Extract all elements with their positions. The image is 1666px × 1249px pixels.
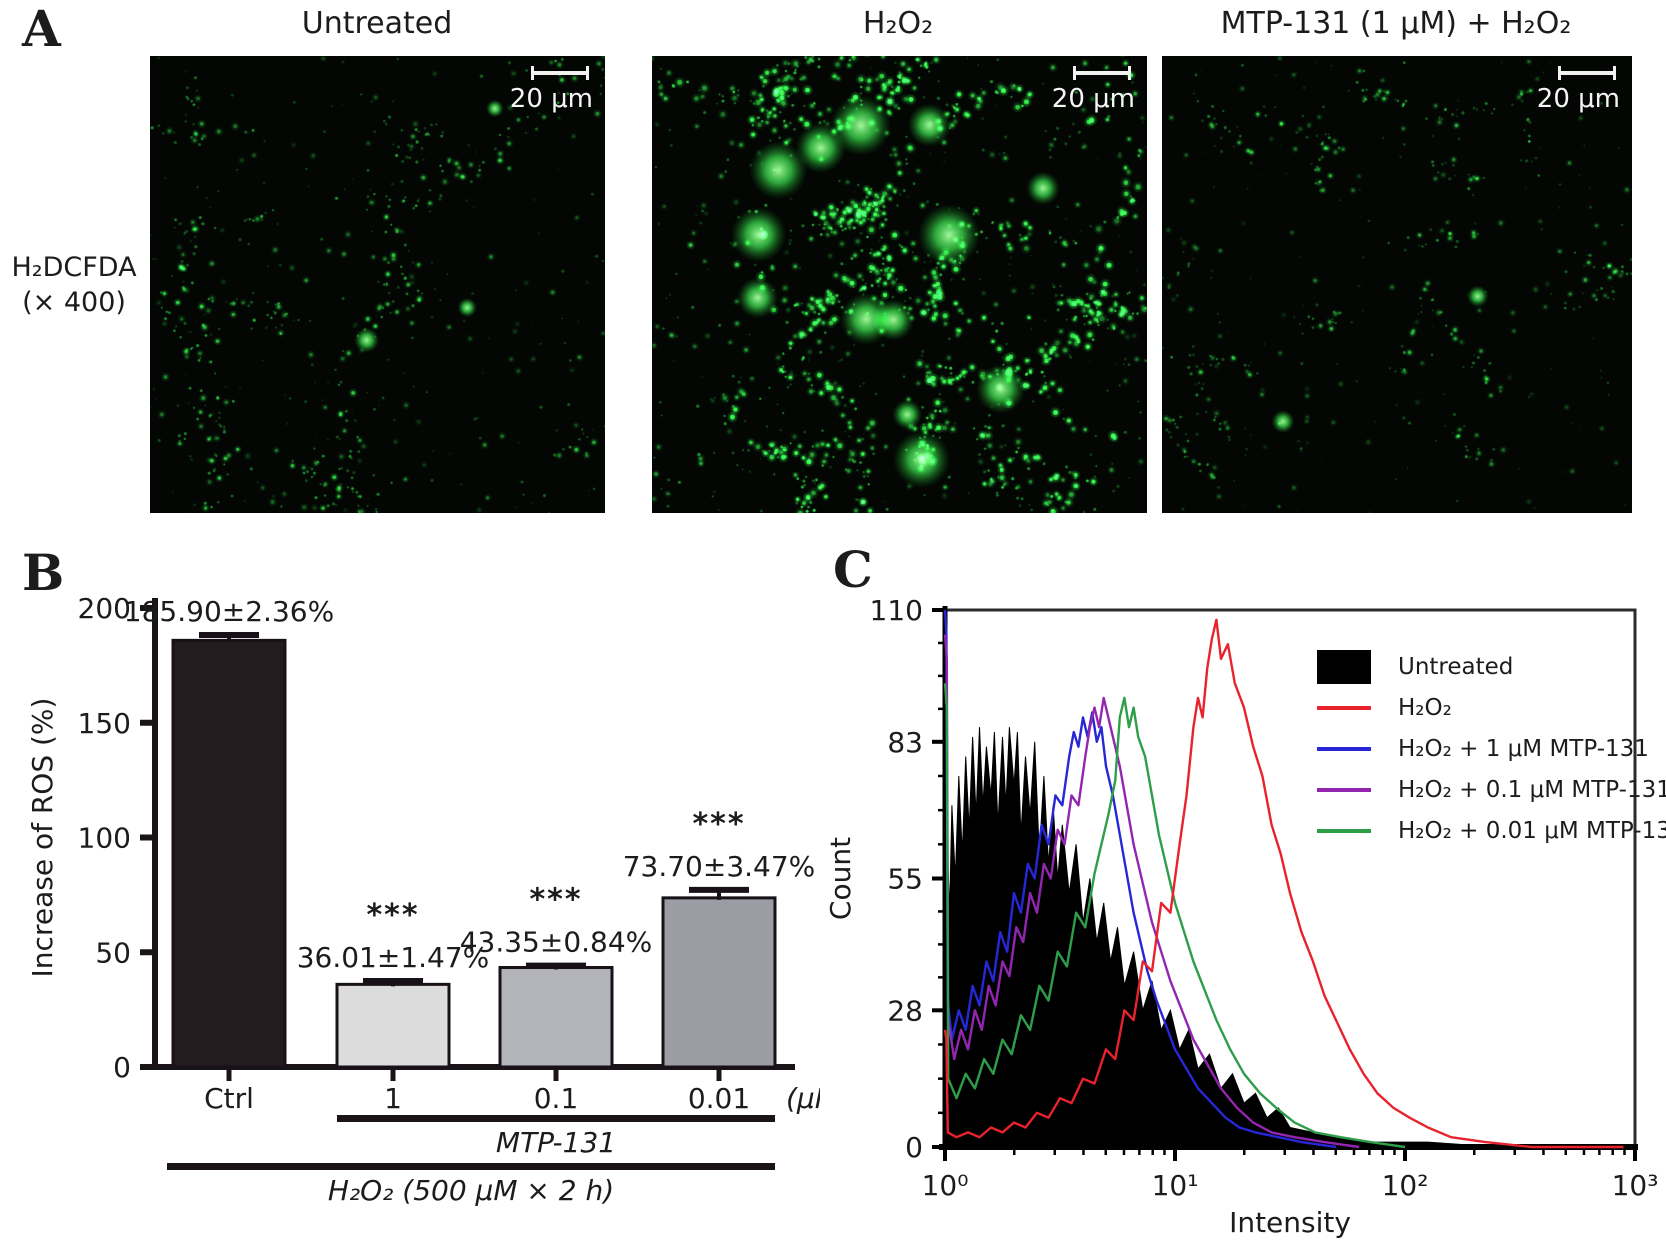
flow-cytometry-histogram: 0 28 55 83 110 10⁰ 10¹ 10² 10³ Count Intensity <box>824 594 1659 1239</box>
legend-entry: H₂O₂ + 0.01 μM MTP-131 <box>1316 814 1666 848</box>
b-value-label: 185.90±2.36% <box>124 595 334 628</box>
b-mtp131-label: MTP-131 <box>496 1126 616 1159</box>
b-y-tick-label: 200 <box>78 592 131 625</box>
b-unit-label: (μM) <box>786 1082 820 1115</box>
c-y-tick-label: 28 <box>887 994 923 1027</box>
b-y-tick-label: 50 <box>95 936 131 969</box>
c-series-H₂O₂ <box>943 618 1624 1149</box>
b-h2o2-bracket <box>167 1163 775 1170</box>
legend-entry: Untreated <box>1316 650 1666 684</box>
b-mtp131-bracket <box>337 1115 775 1122</box>
b-value-label: 43.35±0.84% <box>460 926 653 959</box>
legend-filled-swatch <box>1316 650 1372 684</box>
c-x-axis-label: Intensity <box>1229 1206 1351 1239</box>
legend-line-swatch <box>1316 829 1372 833</box>
legend-entry: H₂O₂ <box>1316 691 1666 725</box>
micrograph-h2o2: 20 μm <box>652 56 1147 513</box>
micrograph-h2o2-image <box>652 56 1147 513</box>
micrograph-title-h2o2: H₂O₂ <box>862 6 934 41</box>
stain-name: H₂DCFDA <box>11 252 137 283</box>
c-x-tick-label: 10³ <box>1612 1169 1659 1202</box>
b-significance: *** <box>366 898 419 933</box>
b-significance: *** <box>529 883 582 918</box>
c-y-axis-label: Count <box>824 837 857 920</box>
legend-label: H₂O₂ + 0.01 μM MTP-131 <box>1398 818 1666 844</box>
micrograph-mtp131: 20 μm <box>1162 56 1632 513</box>
legend-label: H₂O₂ + 1 μM MTP-131 <box>1398 736 1649 762</box>
scale-bar-label: 20 μm <box>1536 84 1620 114</box>
c-x-tick-label: 10⁰ <box>922 1169 969 1202</box>
c-plot-frame <box>945 608 1637 1147</box>
b-category-label: 1 <box>384 1082 402 1115</box>
c-y-tick-label: 0 <box>905 1131 923 1164</box>
scale-bar <box>531 66 589 80</box>
legend-label: Untreated <box>1398 654 1514 680</box>
b-bar-0.01 <box>661 896 777 1069</box>
scale-bar-label: 20 μm <box>509 84 593 114</box>
c-series-H₂O₂ + 0.1 μM MTP-131 <box>943 634 1360 1149</box>
b-value-label: 73.70±3.47% <box>623 850 816 883</box>
b-category-label: Ctrl <box>204 1082 254 1115</box>
panel-c-letter: C <box>833 540 873 599</box>
micrograph-untreated: 20 μm <box>150 56 605 513</box>
legend-line-swatch <box>1316 747 1372 751</box>
panel-b-letter: B <box>22 543 65 602</box>
legend-line-swatch <box>1316 788 1372 792</box>
b-y-tick-label: 150 <box>78 707 131 740</box>
c-series-H₂O₂ + 1 μM MTP-131 <box>943 609 1337 1149</box>
c-y-tick-label: 83 <box>887 726 923 759</box>
panel-a-letter: A <box>22 0 61 58</box>
legend-entry: H₂O₂ + 1 μM MTP-131 <box>1316 732 1666 766</box>
b-category-label: 0.1 <box>534 1082 579 1115</box>
b-y-tick-label: 100 <box>78 822 131 855</box>
c-y-tick-label: 55 <box>887 863 923 896</box>
b-y-tick-label: 0 <box>113 1051 131 1084</box>
scale-bar <box>1558 66 1616 80</box>
micrograph-title-untreated: Untreated <box>301 6 453 41</box>
ros-bar-chart: 0 50 100 150 200 Increase of ROS (%) 185.90±2.… <box>26 592 820 1207</box>
c-x-tick-label: 10¹ <box>1152 1169 1199 1202</box>
b-y-axis-label: Increase of ROS (%) <box>26 698 59 978</box>
b-bar-1 <box>335 982 451 1069</box>
legend-line-swatch <box>1316 706 1372 710</box>
b-bar-Ctrl <box>171 638 287 1069</box>
legend-entry: H₂O₂ + 0.1 μM MTP-131 <box>1316 773 1666 807</box>
stain-row-label: H₂DCFDA (× 400) <box>0 250 148 320</box>
magnification: (× 400) <box>22 287 126 319</box>
b-significance: *** <box>692 807 745 842</box>
c-y-tick-label: 110 <box>870 594 923 627</box>
c-series-H₂O₂ + 0.01 μM MTP-131 <box>943 683 1406 1149</box>
micrograph-mtp131-image <box>1162 56 1632 513</box>
b-value-label: 36.01±1.47% <box>297 941 490 974</box>
b-bar-0.1 <box>498 966 614 1069</box>
scale-bar-label: 20 μm <box>1051 84 1135 114</box>
legend-label: H₂O₂ + 0.1 μM MTP-131 <box>1398 777 1666 803</box>
flow-legend: Untreated H₂O₂ H₂O₂ + 1 μM MTP-131 H₂O₂ + 0… <box>1316 650 1666 848</box>
legend-label: H₂O₂ <box>1398 695 1452 721</box>
b-h2o2-label: H₂O₂ (500 μM × 2 h) <box>328 1174 614 1207</box>
b-category-label: 0.01 <box>688 1082 750 1115</box>
c-series-Untreated <box>944 678 1498 1148</box>
c-x-tick-label: 10² <box>1382 1169 1429 1202</box>
micrograph-title-mtp131: MTP-131 (1 μM) + H₂O₂ <box>1220 6 1572 41</box>
micrograph-untreated-image <box>150 56 605 513</box>
scale-bar <box>1073 66 1131 80</box>
